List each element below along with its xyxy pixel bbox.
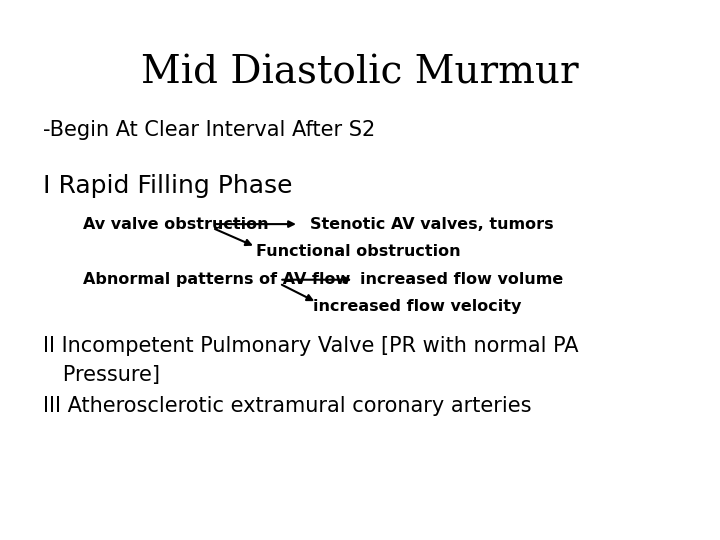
- Text: -Begin At Clear Interval After S2: -Begin At Clear Interval After S2: [43, 119, 375, 140]
- Text: increased flow volume: increased flow volume: [360, 272, 563, 287]
- Text: Functional obstruction: Functional obstruction: [256, 244, 460, 259]
- Text: increased flow velocity: increased flow velocity: [313, 299, 521, 314]
- Text: I Rapid Filling Phase: I Rapid Filling Phase: [43, 174, 293, 198]
- Text: III Atherosclerotic extramural coronary arteries: III Atherosclerotic extramural coronary …: [43, 396, 531, 416]
- Text: Stenotic AV valves, tumors: Stenotic AV valves, tumors: [310, 217, 553, 232]
- Text: Abnormal patterns of AV flow: Abnormal patterns of AV flow: [83, 272, 350, 287]
- Text: Pressure]: Pressure]: [43, 365, 160, 386]
- Text: II Incompetent Pulmonary Valve [PR with normal PA: II Incompetent Pulmonary Valve [PR with …: [43, 335, 579, 356]
- Text: Av valve obstruction: Av valve obstruction: [83, 217, 269, 232]
- Text: Mid Diastolic Murmur: Mid Diastolic Murmur: [141, 54, 579, 91]
